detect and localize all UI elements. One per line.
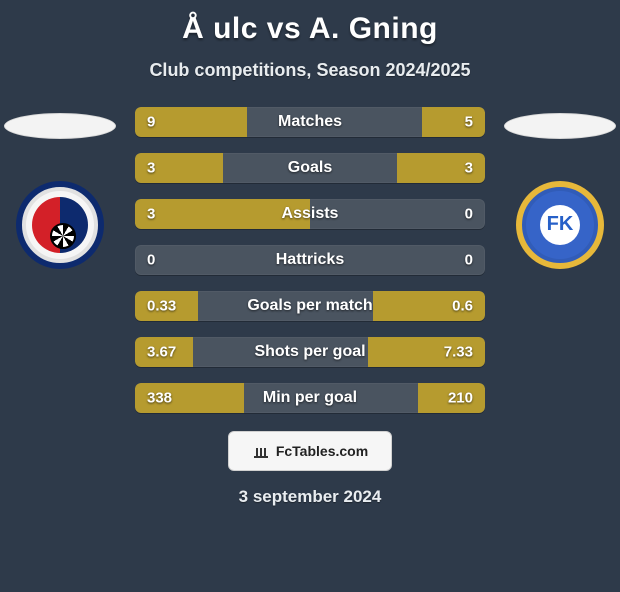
stat-row: 95Matches bbox=[135, 107, 485, 137]
right-flag-oval bbox=[504, 113, 616, 139]
left-team-column: FC Viktoria Plzeň bbox=[0, 107, 120, 269]
chart-icon bbox=[252, 442, 270, 460]
stat-row: 3.677.33Shots per goal bbox=[135, 337, 485, 367]
date-line: 3 september 2024 bbox=[0, 487, 620, 507]
right-team-crest: FK Teplice bbox=[516, 181, 604, 269]
comparison-panel: FC Viktoria Plzeň FK Teplice 95Matches 33… bbox=[0, 107, 620, 417]
stat-label: Min per goal bbox=[135, 389, 485, 407]
stat-label: Assists bbox=[135, 205, 485, 223]
stat-row: 30Assists bbox=[135, 199, 485, 229]
stat-row: 0.330.6Goals per match bbox=[135, 291, 485, 321]
stat-row: 00Hattricks bbox=[135, 245, 485, 275]
stat-label: Goals per match bbox=[135, 297, 485, 315]
stat-label: Goals bbox=[135, 159, 485, 177]
left-flag-oval bbox=[4, 113, 116, 139]
page-title: Å ulc vs A. Gning bbox=[0, 12, 620, 46]
stat-label: Shots per goal bbox=[135, 343, 485, 361]
stat-bars: 95Matches 33Goals 30Assists 00Hattricks 0.33… bbox=[135, 107, 485, 429]
right-team-column: FK Teplice bbox=[500, 107, 620, 269]
stat-label: Matches bbox=[135, 113, 485, 131]
brand-badge: FcTables.com bbox=[228, 431, 392, 471]
stat-row: 338210Min per goal bbox=[135, 383, 485, 413]
subtitle: Club competitions, Season 2024/2025 bbox=[0, 60, 620, 81]
stat-row: 33Goals bbox=[135, 153, 485, 183]
stat-label: Hattricks bbox=[135, 251, 485, 269]
left-team-crest: FC Viktoria Plzeň bbox=[16, 181, 104, 269]
brand-text: FcTables.com bbox=[276, 443, 368, 459]
